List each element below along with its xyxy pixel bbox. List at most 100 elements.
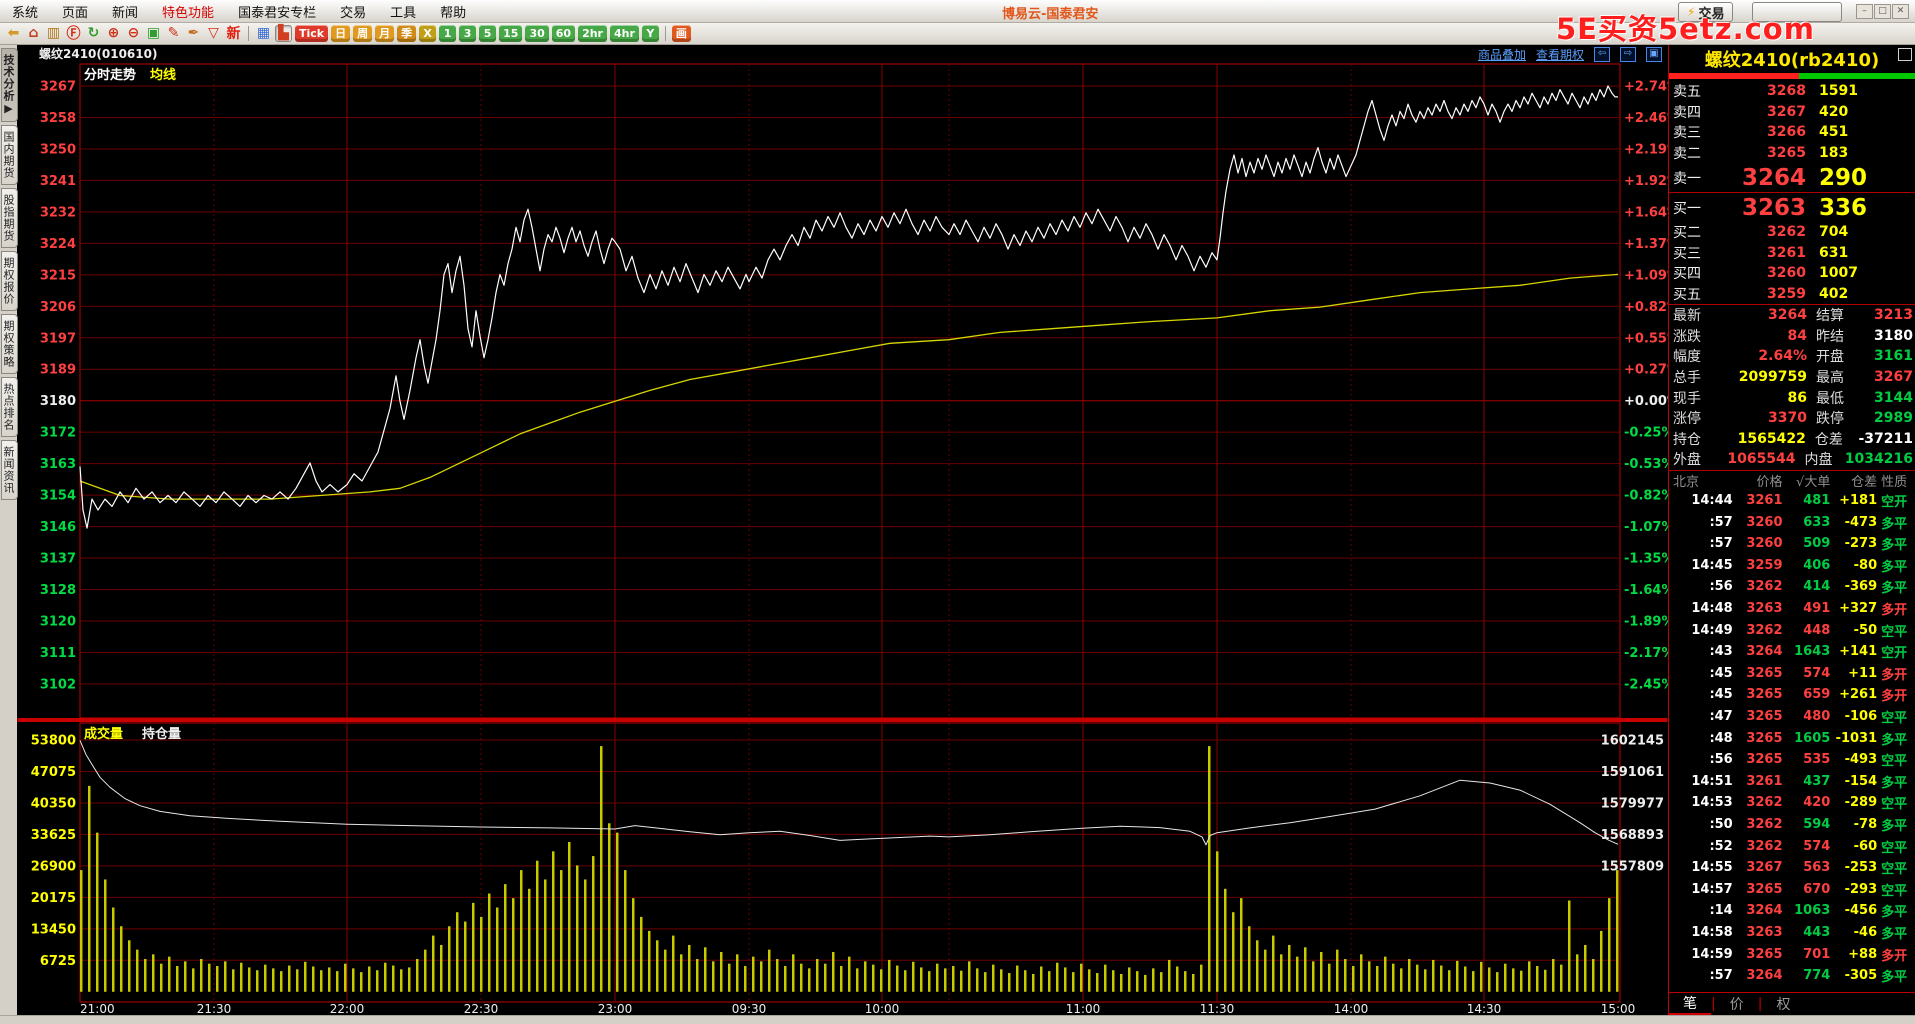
home-icon[interactable]: ⌂ (28, 25, 39, 41)
tick-nature: 空开 (1881, 495, 1908, 511)
tick-oi-change: -60 (1853, 838, 1878, 854)
menu-item-新闻[interactable]: 新闻 (112, 5, 139, 21)
hr4-button[interactable]: 4hr (609, 24, 639, 42)
tab-separator: | (1711, 996, 1716, 1012)
tab-价[interactable]: 价 (1729, 997, 1744, 1013)
next-contract-icon[interactable]: ⇨ (1620, 47, 1636, 62)
stat-label: 总手 (1673, 370, 1701, 387)
ink-icon[interactable]: ✒ (187, 25, 200, 41)
min5-button[interactable]: 5 (479, 24, 497, 42)
min15-button[interactable]: 15 (499, 24, 523, 42)
tick-nature: 空平 (1881, 862, 1908, 878)
tick-volume: 448 (1803, 622, 1831, 638)
mug-icon[interactable]: ▥ (46, 25, 61, 41)
tick-nature: 多开 (1881, 689, 1908, 705)
tick-volume: 1605 (1794, 730, 1831, 746)
menu-item-页面[interactable]: 页面 (62, 5, 89, 21)
stat-label: 涨停 (1673, 411, 1701, 428)
maximize-button[interactable]: □ (1874, 4, 1891, 19)
stat-value: 3180 (1874, 327, 1913, 344)
season-period-button[interactable]: 季 (397, 24, 417, 42)
chart-icon[interactable]: ▙ (275, 24, 292, 42)
stat-row: 持仓 1565422 仓差 -37211 (1669, 429, 1915, 450)
menu-item-系统[interactable]: 系统 (12, 5, 39, 21)
year-button[interactable]: Y (641, 24, 659, 42)
stat-row: 涨停 3370 跌停 2989 (1669, 408, 1915, 429)
sidebar-tab-国内期货[interactable]: 国内期货 (1, 125, 18, 185)
min60-button[interactable]: 60 (551, 24, 576, 42)
min30-button[interactable]: 30 (525, 24, 549, 42)
sidebar-tab-热点排名[interactable]: 热点排名 (1, 377, 18, 437)
zoom-out-icon[interactable]: ⊖ (127, 25, 140, 41)
tick-price: 3261 (1746, 493, 1783, 509)
ask-row[interactable]: 卖二 3265 183 (1669, 143, 1915, 164)
tick-time: 14:53 (1691, 795, 1733, 811)
svg-text:22:30: 22:30 (464, 1002, 499, 1015)
close-button[interactable]: ✕ (1892, 4, 1909, 19)
tick-volume: 480 (1803, 708, 1831, 724)
sidebar-tab-期权策略[interactable]: 期权策略 (1, 314, 18, 374)
menu-item-交易[interactable]: 交易 (340, 5, 367, 21)
snapshot-icon[interactable]: ▣ (146, 25, 161, 41)
svg-text:3215: 3215 (40, 268, 76, 283)
tick-header-cell: 性质 (1881, 474, 1908, 490)
bid-row[interactable]: 买五 3259 402 (1669, 284, 1915, 305)
ask-row[interactable]: 卖三 3266 451 (1669, 122, 1915, 143)
tick-period-button[interactable]: Tick (295, 24, 329, 42)
secondary-button[interactable] (1752, 2, 1842, 22)
intraday-chart[interactable]: 3267 +2.74% 3258 +2.46% 3250 +2.19% 3241 +1.92%… (17, 62, 1668, 1015)
day-period-button[interactable]: 日 (331, 24, 351, 42)
min1-button[interactable]: 1 (439, 24, 457, 42)
filter-icon[interactable]: ▽ (208, 25, 219, 41)
link-商品叠加[interactable]: 商品叠加 (1477, 48, 1526, 62)
x-period-button[interactable]: X (419, 24, 437, 42)
svg-text:26900: 26900 (31, 859, 76, 874)
panel-expand-icon[interactable] (1898, 48, 1912, 61)
sidebar-tab-股指期货[interactable]: 股指期货 (1, 188, 18, 248)
minimize-button[interactable]: – (1856, 4, 1873, 19)
menu-item-帮助[interactable]: 帮助 (440, 5, 467, 21)
tick-row: :48 3265 1605 -1031 多平 (1669, 727, 1915, 749)
sidebar-tab-期权报价[interactable]: 期权报价 (1, 251, 18, 311)
ask-row[interactable]: 卖五 3268 1591 (1669, 81, 1915, 102)
fm-icon[interactable]: Ⓕ (66, 26, 81, 42)
prev-contract-icon[interactable]: ⇦ (1594, 47, 1610, 62)
bid1-row[interactable]: 买一 3263 336 (1669, 193, 1915, 222)
week-period-button[interactable]: 周 (353, 24, 373, 42)
back-icon[interactable]: ⬅ (7, 25, 20, 41)
svg-text:+1.37%: +1.37% (1624, 237, 1668, 252)
zoom-in-icon[interactable]: ⊕ (107, 25, 120, 41)
tab-笔[interactable]: 笔 (1669, 993, 1711, 1015)
month-period-button[interactable]: 月 (375, 24, 395, 42)
tick-oi-change: -106 (1844, 708, 1878, 724)
menu-item-工具[interactable]: 工具 (390, 5, 417, 21)
menu-item-国泰君安专栏[interactable]: 国泰君安专栏 (238, 5, 317, 21)
trade-button[interactable]: ⚡ 交易 (1678, 2, 1734, 22)
svg-text:+2.19%: +2.19% (1624, 142, 1668, 157)
tick-volume: 535 (1803, 752, 1831, 768)
bid-row[interactable]: 买四 3260 1007 (1669, 263, 1915, 284)
link-查看期权[interactable]: 查看期权 (1535, 48, 1584, 62)
bid-row[interactable]: 买二 3262 704 (1669, 222, 1915, 243)
new-icon[interactable]: 新 (226, 26, 241, 42)
menu-item-特色功能[interactable]: 特色功能 (162, 5, 215, 21)
ladder-volume: 420 (1819, 103, 1849, 120)
pencil-icon[interactable]: ✎ (167, 25, 180, 41)
ask-row[interactable]: 卖四 3267 420 (1669, 102, 1915, 123)
hr2-button[interactable]: 2hr (578, 24, 607, 42)
refresh-icon[interactable]: ↻ (87, 25, 100, 41)
tab-权[interactable]: 权 (1776, 997, 1791, 1013)
draw-button[interactable]: 画 (671, 24, 691, 42)
quote-table-icon[interactable]: ▦ (256, 25, 271, 41)
ask1-row[interactable]: 卖一 3264 290 (1669, 163, 1915, 192)
sidebar-tab-新闻资讯[interactable]: 新闻资讯 (1, 440, 18, 500)
svg-text:+2.74%: +2.74% (1624, 80, 1668, 95)
bid-row[interactable]: 买三 3261 631 (1669, 243, 1915, 264)
svg-text:-1.89%: -1.89% (1624, 614, 1668, 629)
tick-nature: 空平 (1881, 883, 1908, 899)
tick-header-cell: 价格 (1756, 474, 1783, 490)
min3-button[interactable]: 3 (459, 24, 477, 42)
sidebar-tab-技术分析[interactable]: 技术分析▶ (1, 48, 18, 122)
quote-header: 螺纹2410(rb2410) (1669, 45, 1915, 72)
layout-icon[interactable]: ▣ (1646, 47, 1662, 62)
